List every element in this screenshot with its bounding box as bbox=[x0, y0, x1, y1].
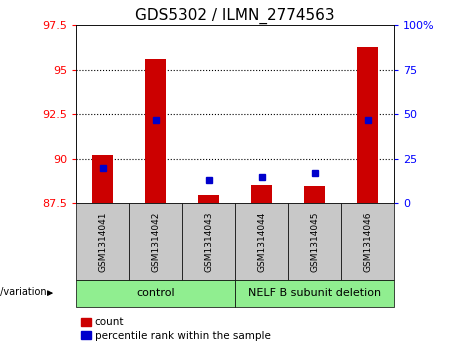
Text: control: control bbox=[136, 288, 175, 298]
Text: GSM1314046: GSM1314046 bbox=[363, 211, 372, 272]
Bar bbox=[198, 195, 219, 203]
Title: GDS5302 / ILMN_2774563: GDS5302 / ILMN_2774563 bbox=[135, 8, 335, 24]
Bar bbox=[182, 203, 235, 280]
Text: GSM1314043: GSM1314043 bbox=[204, 211, 213, 272]
Bar bbox=[288, 203, 341, 280]
Text: genotype/variation: genotype/variation bbox=[0, 287, 47, 297]
Bar bbox=[76, 203, 129, 280]
Legend: count, percentile rank within the sample: count, percentile rank within the sample bbox=[81, 317, 271, 340]
Text: GSM1314041: GSM1314041 bbox=[98, 211, 107, 272]
Bar bbox=[235, 280, 394, 307]
Text: GSM1314045: GSM1314045 bbox=[310, 211, 319, 272]
Bar bbox=[235, 203, 288, 280]
Text: GSM1314044: GSM1314044 bbox=[257, 211, 266, 272]
Bar bbox=[129, 203, 182, 280]
Bar bbox=[251, 185, 272, 203]
Bar bbox=[92, 155, 113, 203]
Text: NELF B subunit deletion: NELF B subunit deletion bbox=[248, 288, 381, 298]
Bar bbox=[76, 280, 235, 307]
Bar bbox=[341, 203, 394, 280]
Text: GSM1314042: GSM1314042 bbox=[151, 211, 160, 272]
Bar bbox=[357, 47, 378, 203]
Bar bbox=[145, 59, 166, 203]
Bar bbox=[304, 186, 325, 203]
